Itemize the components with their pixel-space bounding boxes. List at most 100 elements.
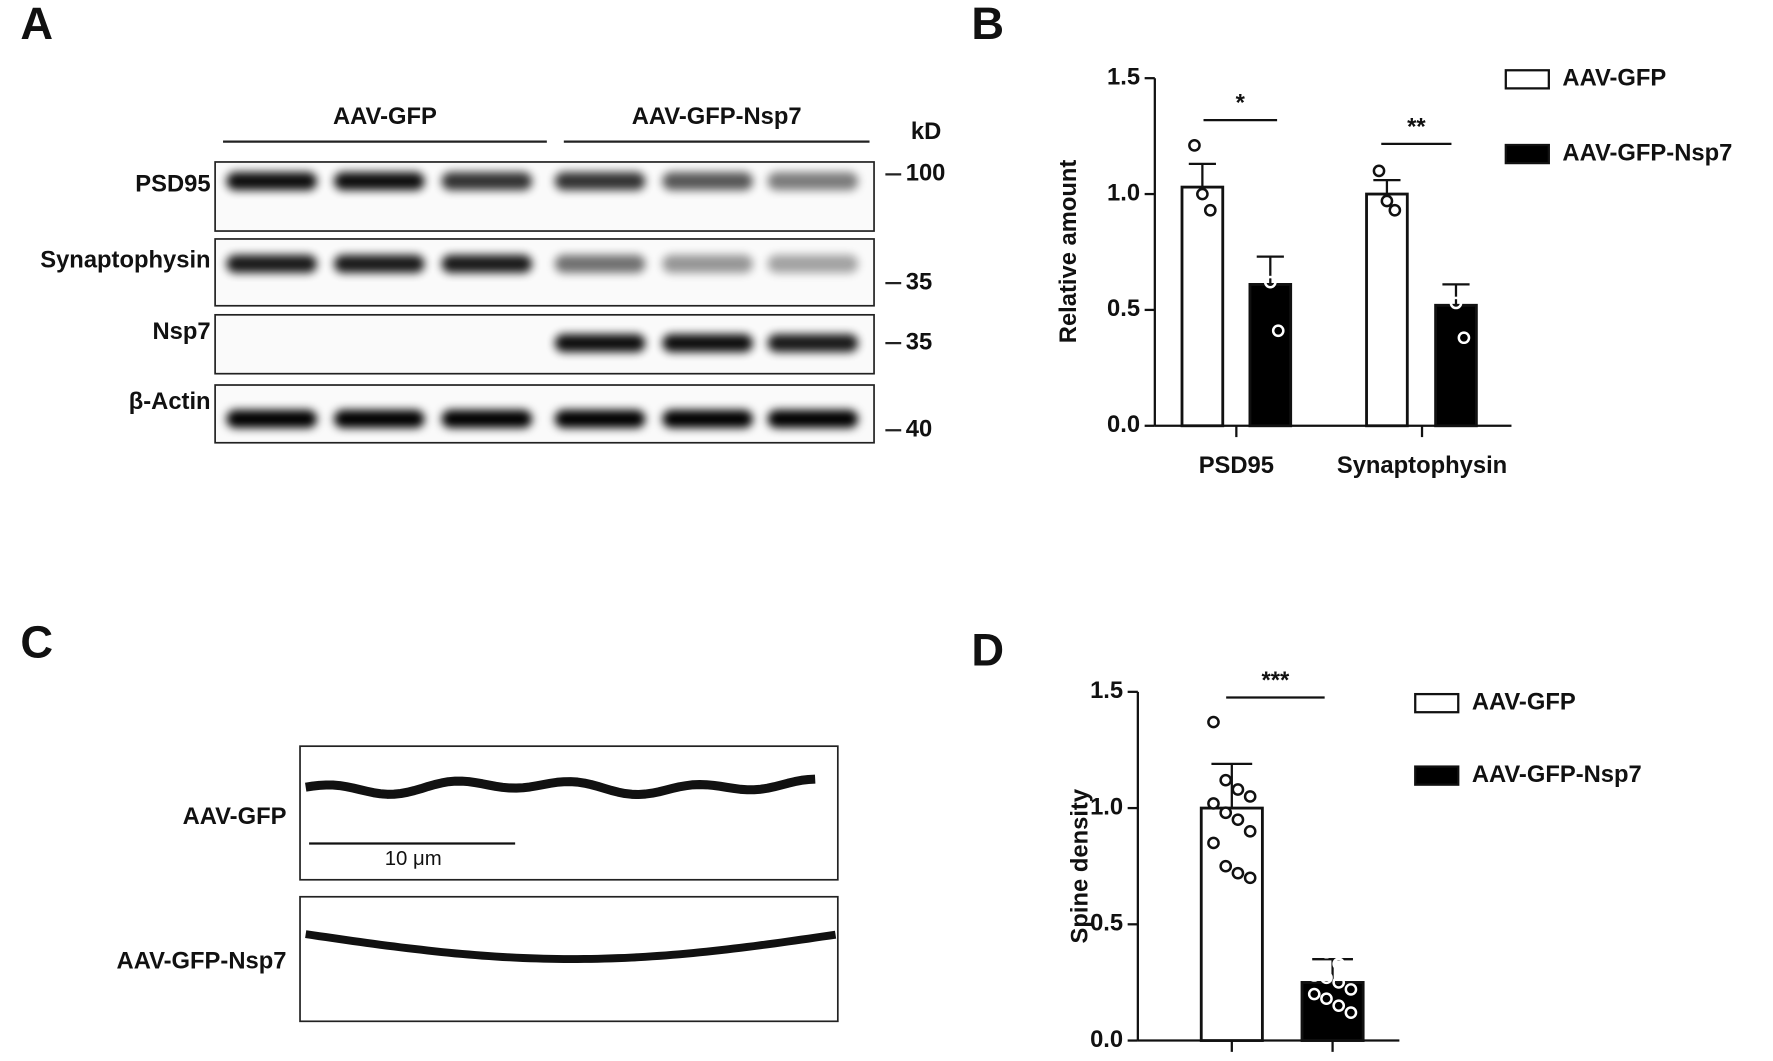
data-point (1256, 234, 1269, 247)
data-point (1271, 324, 1285, 338)
significance-label: *** (1262, 667, 1290, 694)
blot-frame (214, 161, 875, 232)
marker-label: 40 (906, 416, 932, 443)
data-point (1332, 999, 1346, 1013)
data-point (1207, 797, 1220, 810)
data-point (1380, 194, 1394, 208)
y-tick-label: 0.5 (1107, 295, 1140, 322)
panel-letter: C (20, 616, 53, 667)
marker-label: 35 (906, 268, 932, 295)
data-point (1332, 976, 1346, 989)
row-label: Synaptophysin (40, 246, 210, 273)
bar (1300, 981, 1365, 1042)
panel-letter: A (20, 0, 53, 49)
data-point (1231, 783, 1245, 796)
x-tick-label: Synaptophysin (1337, 452, 1507, 479)
group-label: AAV-GFP (333, 103, 437, 130)
marker-label: 35 (906, 328, 932, 355)
legend-swatch (1504, 69, 1550, 90)
band (441, 254, 533, 273)
marker-label: 100 (906, 160, 946, 187)
micrograph-frame (299, 745, 839, 881)
row-label: Nsp7 (152, 318, 210, 345)
panel-letter: D (971, 624, 1004, 675)
blot-frame (214, 384, 875, 444)
band (333, 172, 425, 191)
data-point (1207, 836, 1220, 850)
data-point (1231, 813, 1245, 827)
unit-label: kD (911, 118, 941, 145)
y-axis-label: Relative amount (1055, 160, 1082, 344)
legend-label: AAV-GFP (1562, 65, 1666, 92)
y-axis-label: Spine density (1067, 788, 1094, 943)
row-label: PSD95 (135, 170, 210, 197)
band (226, 172, 318, 191)
bar (1434, 303, 1478, 428)
band (226, 409, 318, 429)
data-point (1372, 164, 1386, 178)
band (767, 254, 859, 273)
y-tick-label: 1.0 (1090, 793, 1123, 820)
band (554, 409, 646, 429)
legend-label: AAV-GFP (1472, 688, 1576, 715)
legend-swatch (1504, 143, 1550, 165)
band (662, 409, 753, 429)
band (333, 254, 425, 273)
data-point (1243, 871, 1257, 885)
band (554, 172, 646, 191)
data-point (1263, 275, 1277, 289)
data-point (1243, 824, 1257, 838)
dendrite (305, 774, 816, 800)
legend-swatch (1414, 765, 1460, 786)
data-point (1188, 139, 1201, 152)
error-bar (1442, 283, 1470, 306)
band (554, 254, 646, 273)
data-point (1457, 331, 1471, 345)
data-point (1219, 773, 1233, 787)
band (333, 409, 425, 429)
error-bar (1256, 255, 1284, 285)
y-tick-label: 1.5 (1090, 677, 1123, 704)
band (554, 334, 646, 353)
data-point (1219, 859, 1233, 873)
bar (1180, 185, 1225, 428)
error-bar (1188, 162, 1216, 188)
data-point (1320, 971, 1333, 985)
blot-frame (214, 313, 875, 375)
band (441, 172, 533, 191)
data-point (1219, 806, 1233, 820)
data-point (1307, 969, 1321, 982)
significance-label: * (1236, 90, 1246, 117)
data-point (1243, 790, 1257, 803)
data-point (1344, 983, 1358, 996)
micrograph-label: AAV-GFP-Nsp7 (117, 948, 287, 975)
data-point (1207, 715, 1220, 729)
data-point (1388, 203, 1402, 217)
legend-label: AAV-GFP-Nsp7 (1472, 761, 1642, 788)
data-point (1344, 964, 1358, 978)
y-tick-label: 1.5 (1107, 63, 1140, 90)
y-tick-label: 1.0 (1107, 179, 1140, 206)
band (662, 334, 753, 353)
legend-label: AAV-GFP-Nsp7 (1562, 139, 1732, 166)
band (662, 172, 753, 191)
data-point (1320, 992, 1333, 1006)
data-point (1231, 866, 1245, 880)
band (767, 172, 859, 191)
data-point (1203, 203, 1217, 217)
data-point (1307, 987, 1321, 1001)
band (226, 254, 318, 273)
bar (1248, 283, 1293, 428)
scale-bar-label: 10 μm (385, 848, 442, 870)
y-tick-label: 0.0 (1107, 411, 1140, 438)
band (767, 334, 859, 353)
x-tick-label: PSD95 (1199, 452, 1274, 479)
data-point (1441, 264, 1455, 277)
data-point (1196, 187, 1209, 201)
data-point (1344, 1006, 1358, 1019)
data-point (1320, 945, 1333, 959)
group-label: AAV-GFP-Nsp7 (632, 103, 802, 130)
data-point (1449, 296, 1463, 310)
